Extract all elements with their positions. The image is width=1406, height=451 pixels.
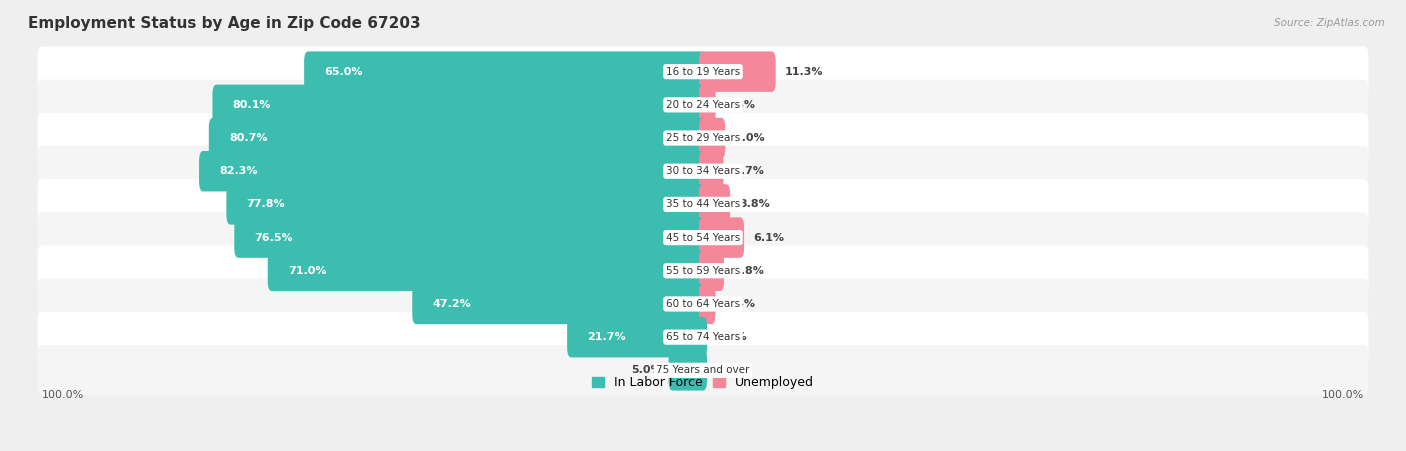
Text: 0.0%: 0.0% (717, 332, 747, 342)
Text: 60 to 64 Years: 60 to 64 Years (666, 299, 740, 309)
Text: 71.0%: 71.0% (288, 266, 326, 276)
FancyBboxPatch shape (38, 179, 1368, 230)
FancyBboxPatch shape (38, 345, 1368, 396)
Text: 100.0%: 100.0% (1322, 390, 1364, 400)
Text: 75 Years and over: 75 Years and over (657, 365, 749, 375)
FancyBboxPatch shape (212, 85, 707, 125)
Text: 47.2%: 47.2% (433, 299, 471, 309)
Text: 11.3%: 11.3% (785, 67, 824, 77)
FancyBboxPatch shape (699, 284, 716, 324)
FancyBboxPatch shape (412, 284, 707, 324)
FancyBboxPatch shape (669, 350, 707, 391)
Legend: In Labor Force, Unemployed: In Labor Force, Unemployed (586, 371, 820, 394)
FancyBboxPatch shape (699, 217, 744, 258)
Text: Source: ZipAtlas.com: Source: ZipAtlas.com (1274, 18, 1385, 28)
Text: 25 to 29 Years: 25 to 29 Years (666, 133, 740, 143)
Text: 21.7%: 21.7% (588, 332, 626, 342)
Text: 5.0%: 5.0% (631, 365, 662, 375)
FancyBboxPatch shape (699, 85, 716, 125)
Text: 0.0%: 0.0% (717, 365, 747, 375)
Text: 65.0%: 65.0% (325, 67, 363, 77)
FancyBboxPatch shape (699, 118, 725, 158)
Text: 55 to 59 Years: 55 to 59 Years (666, 266, 740, 276)
FancyBboxPatch shape (567, 317, 707, 357)
FancyBboxPatch shape (200, 151, 707, 192)
Text: 82.3%: 82.3% (219, 166, 257, 176)
FancyBboxPatch shape (208, 118, 707, 158)
FancyBboxPatch shape (38, 146, 1368, 197)
Text: 35 to 44 Years: 35 to 44 Years (666, 199, 740, 209)
FancyBboxPatch shape (699, 151, 724, 192)
FancyBboxPatch shape (304, 51, 707, 92)
Text: 1.4%: 1.4% (725, 299, 756, 309)
FancyBboxPatch shape (38, 113, 1368, 163)
Text: 77.8%: 77.8% (246, 199, 285, 209)
FancyBboxPatch shape (38, 312, 1368, 362)
FancyBboxPatch shape (267, 250, 707, 291)
Text: 45 to 54 Years: 45 to 54 Years (666, 233, 740, 243)
FancyBboxPatch shape (699, 250, 724, 291)
FancyBboxPatch shape (226, 184, 707, 225)
FancyBboxPatch shape (699, 184, 730, 225)
FancyBboxPatch shape (38, 279, 1368, 329)
FancyBboxPatch shape (38, 212, 1368, 263)
Text: 1.4%: 1.4% (725, 100, 756, 110)
Text: 20 to 24 Years: 20 to 24 Years (666, 100, 740, 110)
FancyBboxPatch shape (235, 217, 707, 258)
Text: 80.1%: 80.1% (232, 100, 271, 110)
FancyBboxPatch shape (38, 46, 1368, 97)
Text: 16 to 19 Years: 16 to 19 Years (666, 67, 740, 77)
FancyBboxPatch shape (699, 51, 776, 92)
FancyBboxPatch shape (38, 245, 1368, 296)
Text: 80.7%: 80.7% (229, 133, 267, 143)
FancyBboxPatch shape (38, 80, 1368, 130)
Text: 2.7%: 2.7% (733, 166, 763, 176)
Text: 100.0%: 100.0% (42, 390, 84, 400)
Text: 6.1%: 6.1% (754, 233, 785, 243)
Text: 30 to 34 Years: 30 to 34 Years (666, 166, 740, 176)
Text: 3.0%: 3.0% (735, 133, 765, 143)
Text: 2.8%: 2.8% (734, 266, 765, 276)
Text: 76.5%: 76.5% (254, 233, 294, 243)
Text: 65 to 74 Years: 65 to 74 Years (666, 332, 740, 342)
Text: Employment Status by Age in Zip Code 67203: Employment Status by Age in Zip Code 672… (28, 16, 420, 32)
Text: 3.8%: 3.8% (740, 199, 770, 209)
